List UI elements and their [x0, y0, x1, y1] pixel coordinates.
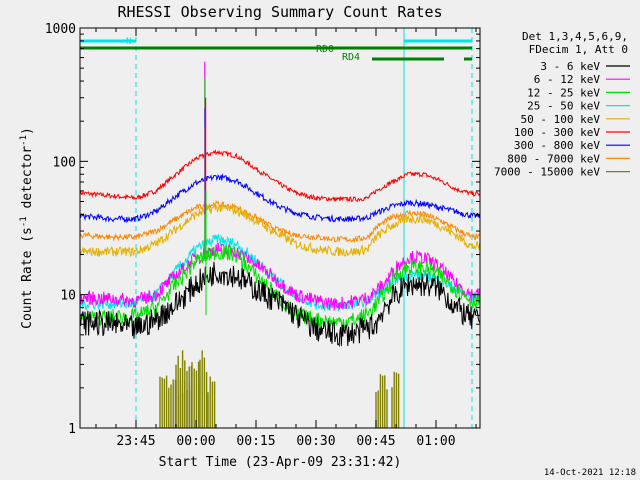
plot-area: N RD0 RD4: [80, 28, 480, 428]
y-tick-label: 1: [68, 422, 76, 437]
series-line-800-7000-keV: [80, 199, 480, 244]
x-tick-label: 23:45: [116, 434, 155, 449]
legend-label: 300 - 800 keV: [514, 139, 600, 152]
legend-header-line-1: Det 1,3,4,5,6,9,: [522, 30, 628, 43]
plot-frame: [79, 27, 481, 429]
x-tick-label: 00:30: [296, 434, 335, 449]
legend-label: 7000 - 15000 keV: [494, 166, 600, 179]
legend-label: 12 - 25 keV: [527, 86, 600, 99]
axes: 1 10 100 1000 23:45 00:00 00:15 00:30 00:45 01:00: [45, 22, 480, 449]
x-tick-label: 00:15: [236, 434, 275, 449]
series-line-12-25-keV: [80, 245, 480, 330]
legend-label: 50 - 100 keV: [521, 113, 601, 126]
flag-label-n: N: [126, 37, 131, 47]
footer-date: 14-Oct-2021 12:18: [544, 468, 636, 478]
y-axis-label-sup-1: -1: [19, 216, 29, 227]
legend-label: 800 - 7000 keV: [507, 152, 600, 165]
plot-inner: [80, 28, 480, 428]
chart-title: RHESSI Observing Summary Count Rates: [117, 3, 442, 21]
legend-label: 100 - 300 keV: [514, 126, 600, 139]
legend-header-line-2: FDecim 1, Att 0: [529, 43, 628, 56]
y-axis-label-part-3: ): [20, 127, 35, 135]
x-axis-label: Start Time (23-Apr-09 23:31:42): [159, 455, 402, 470]
series-line-100-300-keV: [80, 149, 480, 203]
x-tick-label: 00:00: [176, 434, 215, 449]
x-tick-label: 01:00: [416, 434, 455, 449]
series-line-6-12-keV: [80, 242, 480, 311]
y-axis-label: Count Rate (s-1 detector-1): [19, 127, 35, 329]
series-line-300-800-keV: [80, 173, 480, 224]
legend-label: 3 - 6 keV: [540, 60, 600, 73]
flag-label-rd0: RD0: [316, 44, 334, 55]
legend: Det 1,3,4,5,6,9, FDecim 1, Att 0 3 - 6 k…: [494, 30, 630, 179]
y-tick-label: 100: [53, 155, 76, 170]
y-tick-label: 10: [60, 289, 76, 304]
legend-label: 6 - 12 keV: [534, 73, 601, 86]
flag-label-rd4: RD4: [342, 52, 360, 63]
y-axis-label-part-1: Count Rate (s: [20, 227, 35, 329]
y-axis-label-sup-2: -1: [19, 135, 29, 146]
series-line-50-100-keV: [80, 202, 480, 258]
legend-label: 25 - 50 keV: [527, 100, 600, 113]
x-tick-label: 00:45: [356, 434, 395, 449]
series-line-3-6-keV: [80, 261, 480, 348]
y-axis-label-part-2: detector: [20, 146, 35, 217]
y-tick-label: 1000: [45, 22, 76, 37]
